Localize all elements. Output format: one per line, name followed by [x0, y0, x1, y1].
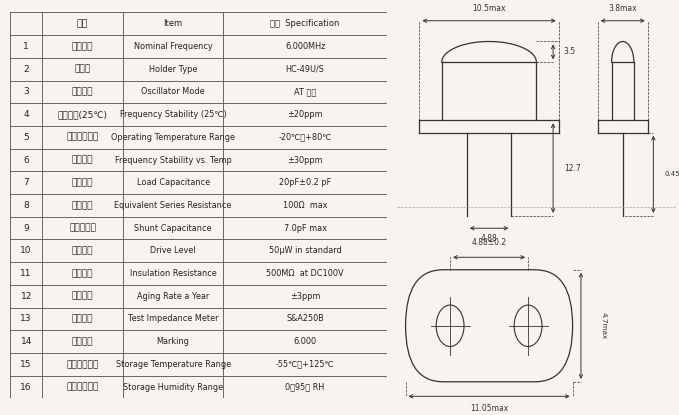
- Text: 3: 3: [23, 88, 29, 96]
- Text: 4: 4: [23, 110, 29, 119]
- Text: 存储温度范围: 存储温度范围: [67, 360, 99, 369]
- Text: 10: 10: [20, 247, 32, 255]
- Text: 6: 6: [23, 156, 29, 164]
- Text: 谐振电阻: 谐振电阻: [72, 201, 94, 210]
- Text: Drive Level: Drive Level: [151, 247, 196, 255]
- Text: 激助功率: 激助功率: [72, 247, 94, 255]
- Text: Holder Type: Holder Type: [149, 65, 198, 74]
- Text: 7: 7: [23, 178, 29, 187]
- Text: Storage Humidity Range: Storage Humidity Range: [123, 383, 223, 391]
- Text: Item: Item: [164, 20, 183, 28]
- Text: 标称频率: 标称频率: [72, 42, 94, 51]
- Text: Nominal Frequency: Nominal Frequency: [134, 42, 213, 51]
- Text: -20℃～+80℃: -20℃～+80℃: [278, 133, 332, 142]
- Text: -55℃～+125℃: -55℃～+125℃: [276, 360, 334, 369]
- Text: Test Impedance Meter: Test Impedance Meter: [128, 315, 219, 323]
- Text: 0～95％ RH: 0～95％ RH: [285, 383, 325, 391]
- Text: 4.88: 4.88: [481, 234, 498, 243]
- Text: 5: 5: [23, 133, 29, 142]
- Text: 存储湿度范围: 存储湿度范围: [67, 383, 99, 391]
- Text: 14: 14: [20, 337, 32, 346]
- Text: ±3ppm: ±3ppm: [290, 292, 320, 301]
- Text: 壳　形: 壳 形: [75, 65, 91, 74]
- Text: 7.0pF max: 7.0pF max: [284, 224, 327, 233]
- Text: Marking: Marking: [157, 337, 189, 346]
- Text: 500MΩ  at DC100V: 500MΩ at DC100V: [266, 269, 344, 278]
- Text: AT 基频: AT 基频: [294, 88, 316, 96]
- Text: 11.05max: 11.05max: [470, 404, 508, 413]
- Text: 调整频差(25℃): 调整频差(25℃): [58, 110, 108, 119]
- Text: Insulation Resistance: Insulation Resistance: [130, 269, 217, 278]
- Text: 6.000MHz: 6.000MHz: [285, 42, 325, 51]
- Text: 项目: 项目: [77, 20, 88, 28]
- Text: ±30ppm: ±30ppm: [287, 156, 323, 164]
- Text: 3.8max: 3.8max: [608, 4, 637, 13]
- Text: 静　电　容: 静 电 容: [69, 224, 96, 233]
- Text: Frequency Stability (25℃): Frequency Stability (25℃): [120, 110, 227, 119]
- Text: S&A250B: S&A250B: [286, 315, 324, 323]
- Text: Load Capacitance: Load Capacitance: [136, 178, 210, 187]
- Text: 12.7: 12.7: [564, 164, 581, 173]
- Text: 温度频差: 温度频差: [72, 156, 94, 164]
- Text: 16: 16: [20, 383, 32, 391]
- Text: Aging Rate a Year: Aging Rate a Year: [137, 292, 209, 301]
- Text: 印字形式: 印字形式: [72, 337, 94, 346]
- Text: HC-49U/S: HC-49U/S: [286, 65, 325, 74]
- Text: 工作温度范围: 工作温度范围: [67, 133, 99, 142]
- Text: 2: 2: [23, 65, 29, 74]
- Text: 10.5max: 10.5max: [473, 4, 506, 13]
- Text: 3.5: 3.5: [564, 47, 576, 56]
- Text: 8: 8: [23, 201, 29, 210]
- Text: Equivalent Series Resistance: Equivalent Series Resistance: [115, 201, 232, 210]
- Text: 年老化率: 年老化率: [72, 292, 94, 301]
- Text: 20pF±0.2 pF: 20pF±0.2 pF: [279, 178, 331, 187]
- Text: 1: 1: [23, 42, 29, 51]
- Text: 15: 15: [20, 360, 32, 369]
- Text: 0.45: 0.45: [665, 171, 679, 177]
- Text: 9: 9: [23, 224, 29, 233]
- Text: 振动模式: 振动模式: [72, 88, 94, 96]
- Text: 维缘电阻: 维缘电阻: [72, 269, 94, 278]
- Text: 100Ω  max: 100Ω max: [283, 201, 327, 210]
- Text: 11: 11: [20, 269, 32, 278]
- Text: 4.7max: 4.7max: [600, 312, 606, 339]
- Text: Storage Temperature Range: Storage Temperature Range: [115, 360, 231, 369]
- Text: 50μW in standard: 50μW in standard: [269, 247, 342, 255]
- Text: Oscillator Mode: Oscillator Mode: [141, 88, 205, 96]
- Text: ±20ppm: ±20ppm: [287, 110, 323, 119]
- Text: 规格  Specification: 规格 Specification: [270, 20, 340, 28]
- Text: 6.000: 6.000: [293, 337, 316, 346]
- Text: 12: 12: [20, 292, 32, 301]
- Text: Shunt Capacitance: Shunt Capacitance: [134, 224, 212, 233]
- Text: 负载电容: 负载电容: [72, 178, 94, 187]
- Text: 13: 13: [20, 315, 32, 323]
- Text: 检测仪器: 检测仪器: [72, 315, 94, 323]
- Text: 4.88±0.2: 4.88±0.2: [471, 238, 507, 247]
- Text: Frequency Stability vs. Temp: Frequency Stability vs. Temp: [115, 156, 232, 164]
- Text: Operating Temperature Range: Operating Temperature Range: [111, 133, 235, 142]
